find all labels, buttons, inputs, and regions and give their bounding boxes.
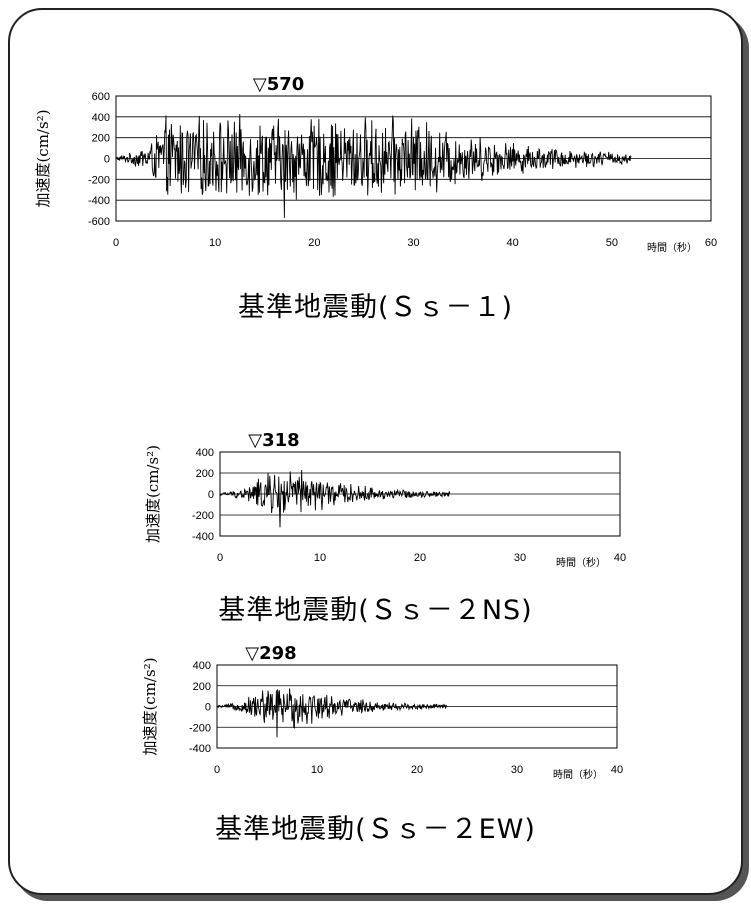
x-tick-label: 40 xyxy=(507,237,519,249)
y-tick-label: 400 xyxy=(196,447,214,459)
y-tick-label: 400 xyxy=(193,660,211,672)
x-axis-label: 時間（秒） xyxy=(556,556,606,569)
y-tick-label: 200 xyxy=(196,468,214,480)
x-tick-label: 40 xyxy=(611,764,623,776)
x-tick-label: 0 xyxy=(214,764,220,776)
y-tick-label: 200 xyxy=(92,133,110,145)
x-tick-label: 0 xyxy=(217,552,223,564)
waveform-series xyxy=(219,469,451,528)
y-tick-label: -600 xyxy=(88,216,110,228)
y-tick-label: -200 xyxy=(189,722,211,734)
peak-marker: ▽298 xyxy=(245,643,296,664)
y-axis-label: 加速度(cm/s²) xyxy=(141,657,159,755)
x-tick-label: 10 xyxy=(311,764,323,776)
x-axis-label: 時間（秒） xyxy=(647,241,697,254)
y-tick-label: -400 xyxy=(189,743,211,755)
x-tick-label: 20 xyxy=(308,237,320,249)
y-tick-label: 400 xyxy=(92,112,110,124)
y-tick-label: 200 xyxy=(193,681,211,693)
x-tick-label: 30 xyxy=(514,552,526,564)
y-axis-label: 加速度(cm/s²) xyxy=(34,109,52,207)
peak-marker: ▽570 xyxy=(253,74,304,95)
x-tick-label: 10 xyxy=(314,552,326,564)
waveform-series xyxy=(216,688,448,738)
y-axis-label: 加速度(cm/s²) xyxy=(144,445,162,543)
waveform-series xyxy=(115,113,632,218)
x-tick-label: 50 xyxy=(606,237,618,249)
x-tick-label: 10 xyxy=(209,237,221,249)
y-tick-label: -400 xyxy=(88,195,110,207)
plot-area xyxy=(115,95,712,222)
caption-ss2-ns: 基準地震動(Ｓｓ－２NS) xyxy=(218,595,533,626)
y-tick-label: 0 xyxy=(205,702,211,714)
y-tick-label: -200 xyxy=(88,174,110,186)
x-axis-label: 時間（秒） xyxy=(553,768,603,781)
x-tick-label: 40 xyxy=(614,552,626,564)
caption-ss1: 基準地震動(Ｓｓ－１) xyxy=(237,292,514,323)
y-tick-label: 0 xyxy=(104,154,110,166)
x-tick-label: 60 xyxy=(705,237,717,249)
x-tick-label: 0 xyxy=(113,237,119,249)
x-tick-label: 30 xyxy=(511,764,523,776)
plot-area xyxy=(216,664,618,749)
y-tick-label: -200 xyxy=(192,510,214,522)
x-tick-label: 20 xyxy=(414,552,426,564)
y-tick-label: -400 xyxy=(192,531,214,543)
y-tick-label: 600 xyxy=(92,91,110,103)
caption-ss2-ew: 基準地震動(Ｓｓ－２EW) xyxy=(215,814,536,845)
peak-marker: ▽318 xyxy=(248,430,299,451)
x-tick-label: 20 xyxy=(411,764,423,776)
y-tick-label: 0 xyxy=(208,489,214,501)
x-tick-label: 30 xyxy=(407,237,419,249)
